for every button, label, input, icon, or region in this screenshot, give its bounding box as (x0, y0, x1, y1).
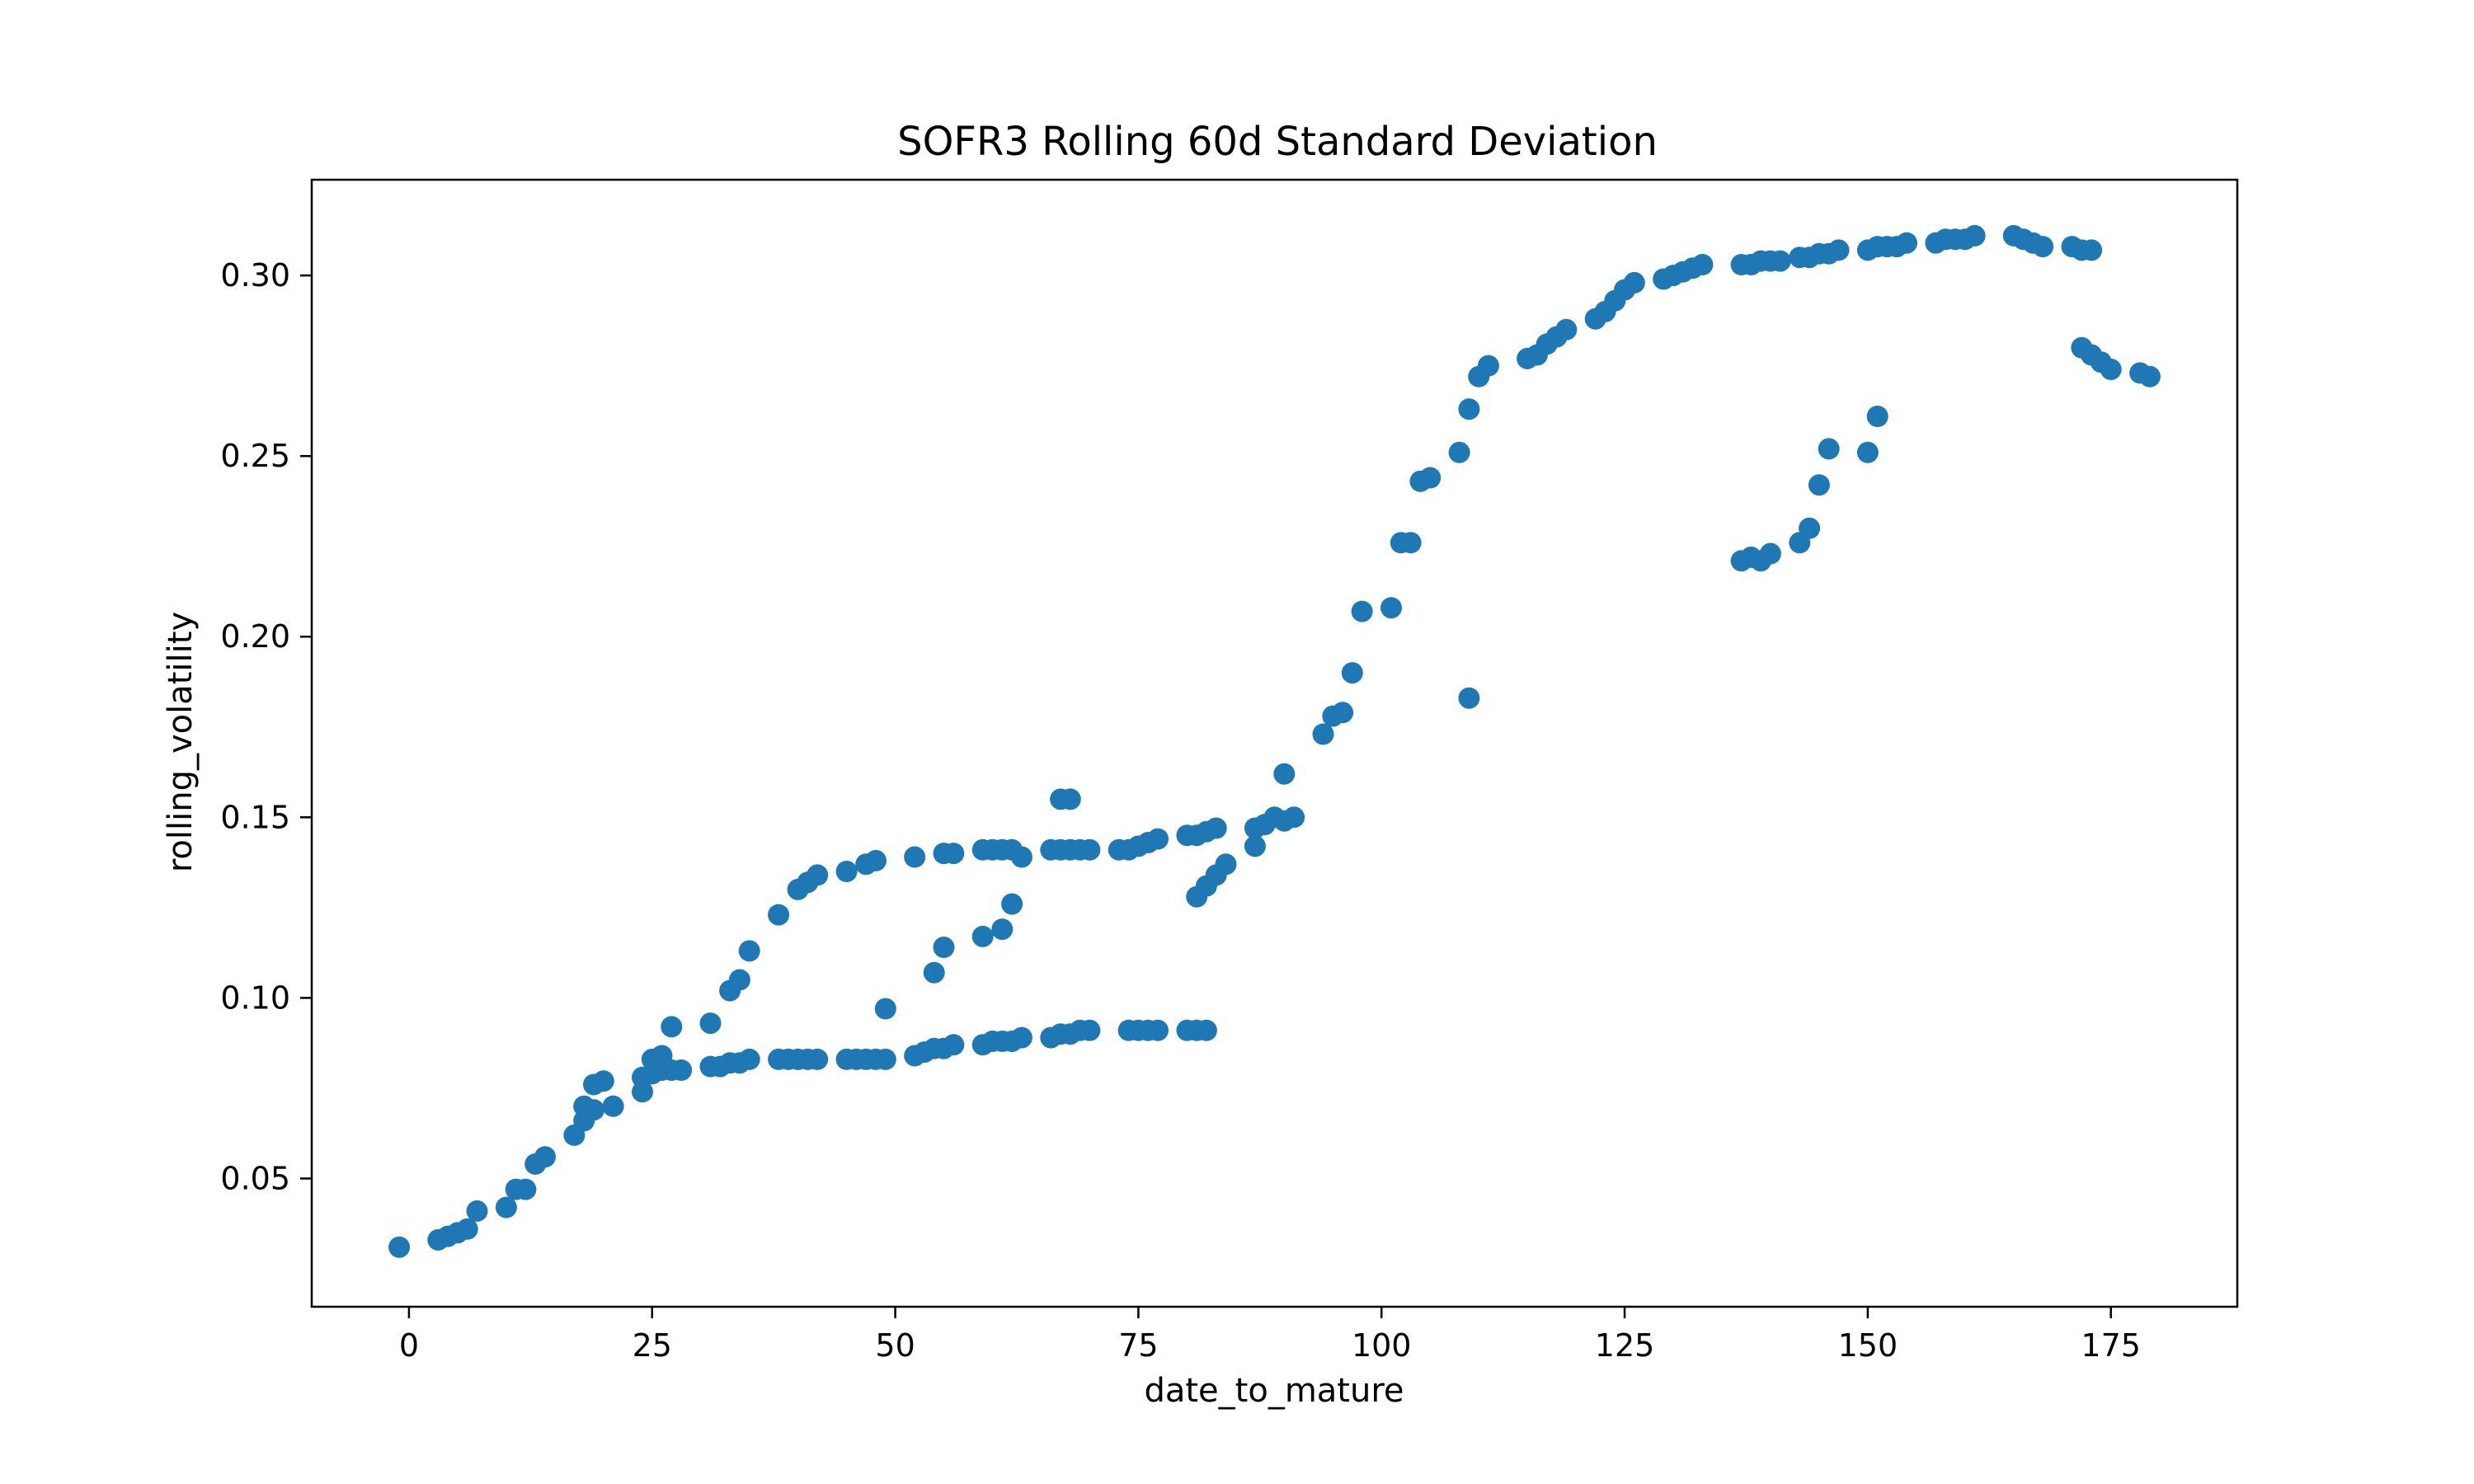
x-tick-label: 25 (633, 1327, 672, 1364)
data-point (1010, 846, 1032, 868)
data-point (1001, 893, 1023, 915)
data-point (1964, 224, 1986, 247)
y-tick-label: 0.10 (220, 979, 290, 1016)
data-point (807, 864, 829, 886)
data-point (943, 843, 965, 865)
data-point (835, 861, 858, 882)
data-point (592, 1070, 614, 1092)
data-point (466, 1200, 488, 1222)
data-point (807, 1048, 829, 1070)
data-point (495, 1196, 517, 1219)
data-point (534, 1146, 556, 1168)
data-point (1808, 474, 1830, 496)
data-point (661, 1016, 683, 1038)
data-point (1866, 406, 1888, 427)
data-point (515, 1178, 537, 1200)
y-tick-label: 0.20 (220, 618, 290, 655)
data-point (1341, 662, 1363, 684)
data-point (1147, 1019, 1169, 1041)
data-point (1215, 853, 1237, 876)
data-point (2032, 236, 2054, 258)
data-point (1147, 828, 1169, 850)
data-point (1332, 702, 1354, 724)
data-point (1458, 687, 1480, 709)
data-point (2081, 239, 2103, 261)
y-tick-label: 0.05 (220, 1160, 290, 1196)
x-tick-label: 0 (399, 1327, 419, 1364)
data-point (1273, 763, 1296, 785)
x-tick-label: 75 (1118, 1327, 1158, 1364)
y-axis-label: rolling_volatility (162, 612, 200, 872)
data-point (1399, 532, 1422, 554)
data-point (923, 961, 945, 984)
chart-title: SOFR3 Rolling 60d Standard Deviation (897, 119, 1658, 165)
data-point (1769, 250, 1791, 272)
data-point (1896, 232, 1917, 254)
data-point (738, 1048, 760, 1070)
data-point (583, 1099, 604, 1121)
plot-frame (310, 178, 2239, 1308)
data-point (1059, 788, 1081, 810)
data-point (943, 1034, 965, 1056)
data-point (602, 1095, 624, 1117)
data-point (1010, 1026, 1032, 1049)
y-tick-label: 0.15 (220, 799, 290, 835)
data-point (1623, 271, 1645, 294)
data-point (1312, 723, 1334, 745)
data-point (2138, 365, 2161, 387)
data-point (768, 904, 790, 926)
data-point (1380, 597, 1402, 619)
data-point (1205, 817, 1227, 839)
x-axis-ticks: 0 25 50 75 100 125 150 175 (399, 1307, 2141, 1364)
data-point (699, 1012, 722, 1035)
data-point (1818, 438, 1840, 460)
x-tick-label: 150 (1838, 1327, 1898, 1364)
data-point (874, 1048, 896, 1070)
data-point (1351, 600, 1373, 622)
data-point (1419, 467, 1442, 489)
data-point (1244, 835, 1266, 857)
data-point (738, 940, 760, 962)
x-axis-label: date_to_mature (1144, 1372, 1404, 1410)
y-tick-label: 0.30 (220, 257, 290, 294)
data-point (728, 969, 750, 991)
data-point (1195, 1019, 1217, 1041)
data-points (388, 224, 2161, 1258)
data-point (1691, 254, 1714, 275)
data-point (2100, 359, 2122, 380)
data-point (456, 1218, 478, 1240)
data-point (1827, 239, 1850, 261)
data-point (1799, 517, 1821, 539)
y-axis-ticks: 0.05 0.10 0.15 0.20 0.25 0.30 (220, 257, 312, 1196)
x-tick-label: 125 (1595, 1327, 1655, 1364)
data-point (874, 998, 896, 1020)
data-point (1458, 398, 1480, 420)
data-point (865, 849, 887, 871)
data-point (933, 937, 955, 958)
x-tick-label: 175 (2081, 1327, 2141, 1364)
data-point (1448, 441, 1470, 463)
data-point (991, 918, 1014, 941)
data-point (670, 1059, 693, 1081)
data-point (1555, 318, 1578, 340)
data-point (1079, 838, 1101, 861)
x-tick-label: 100 (1352, 1327, 1412, 1364)
y-tick-label: 0.25 (220, 438, 290, 474)
data-point (1079, 1019, 1101, 1041)
data-point (1283, 806, 1305, 829)
x-tick-label: 50 (875, 1327, 915, 1364)
data-point (971, 925, 994, 947)
data-point (1477, 355, 1499, 377)
data-point (904, 846, 926, 868)
data-point (1759, 542, 1781, 565)
data-point (388, 1236, 411, 1258)
data-point (1856, 441, 1879, 463)
